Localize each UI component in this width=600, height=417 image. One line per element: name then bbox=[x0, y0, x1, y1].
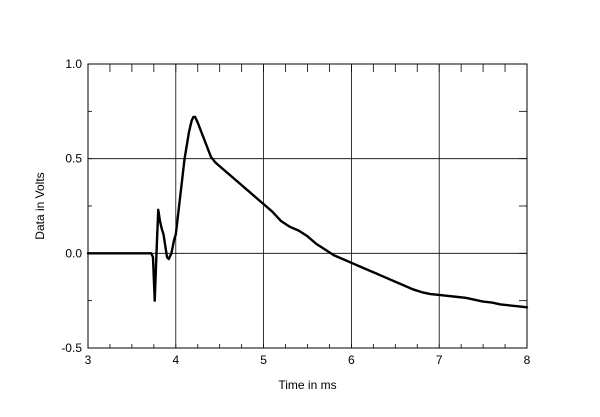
x-tick-label: 6 bbox=[348, 353, 355, 367]
x-tick-label: 7 bbox=[436, 353, 443, 367]
x-tick-label: 5 bbox=[260, 353, 267, 367]
y-tick-labels: -0.5 0.0 0.5 1.0 bbox=[61, 57, 82, 355]
x-tick-label: 8 bbox=[524, 353, 531, 367]
y-tick-label: 0.5 bbox=[65, 152, 82, 166]
y-tick-label: -0.5 bbox=[61, 341, 82, 355]
x-tick-label: 4 bbox=[172, 353, 179, 367]
plot-frame bbox=[87, 63, 528, 349]
minor-ticks bbox=[88, 64, 527, 348]
y-tick-label: 1.0 bbox=[65, 57, 82, 71]
y-axis-label: Data in Volts bbox=[33, 172, 47, 239]
x-tick-labels: 3 4 5 6 7 8 bbox=[85, 353, 531, 367]
x-axis-label: Time in ms bbox=[278, 378, 336, 392]
y-tick-label: 0.0 bbox=[65, 246, 82, 260]
x-tick-label: 3 bbox=[85, 353, 92, 367]
series-line bbox=[86, 115, 529, 309]
grid-lines bbox=[88, 64, 527, 348]
